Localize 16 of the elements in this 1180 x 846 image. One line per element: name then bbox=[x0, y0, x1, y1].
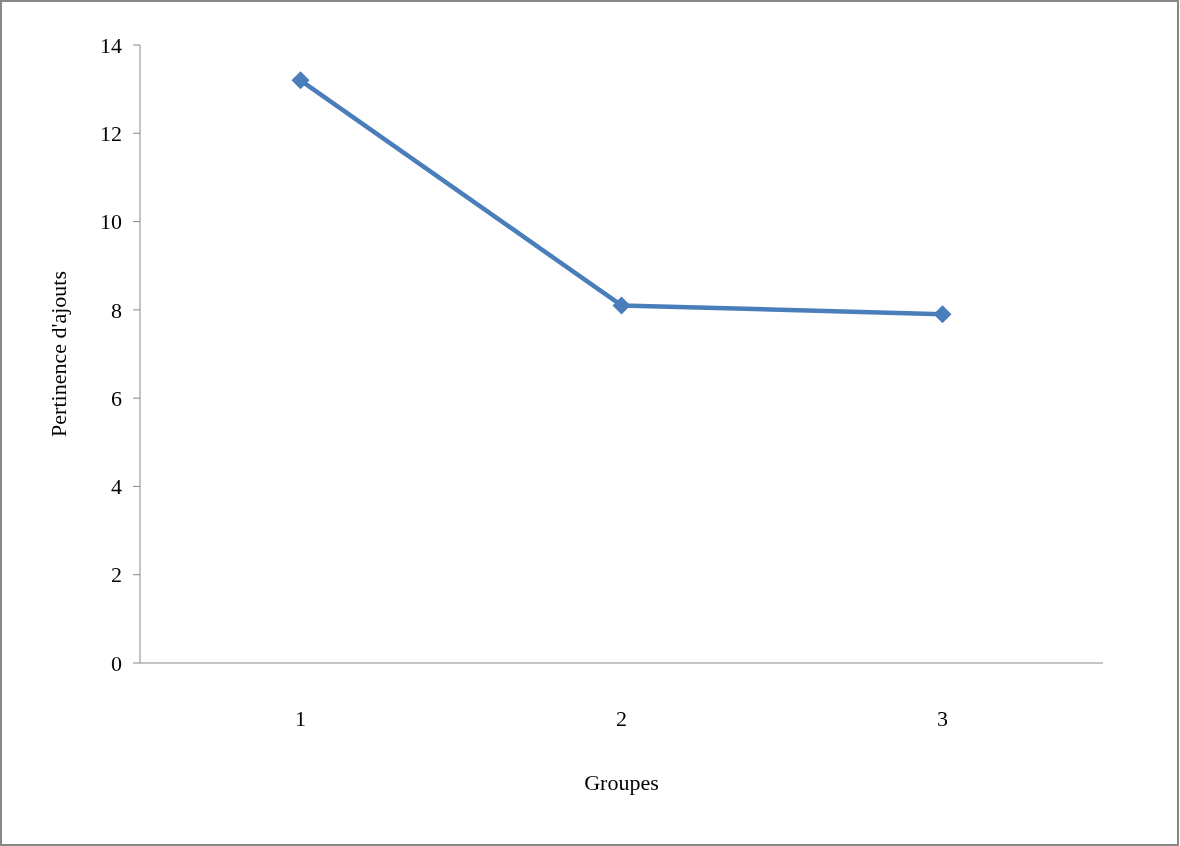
y-tick-label: 0 bbox=[111, 650, 122, 676]
x-tick-label: 2 bbox=[616, 706, 627, 731]
y-tick-label: 4 bbox=[111, 474, 122, 500]
y-tick-label: 10 bbox=[100, 209, 122, 235]
point bbox=[612, 296, 631, 315]
point bbox=[933, 305, 952, 324]
point bbox=[291, 71, 310, 90]
x-tick-label: 3 bbox=[937, 706, 948, 731]
y-tick-label: 12 bbox=[100, 120, 122, 146]
y-tick-label: 2 bbox=[111, 562, 122, 588]
y-tick-label: 6 bbox=[111, 385, 122, 411]
x-axis-title: Groupes bbox=[584, 770, 659, 795]
x-tick-label: 1 bbox=[295, 706, 306, 731]
y-tick-label: 14 bbox=[100, 32, 122, 58]
y-tick-label: 8 bbox=[111, 297, 122, 323]
y-axis-title: Pertinence d'ajouts bbox=[46, 271, 71, 437]
